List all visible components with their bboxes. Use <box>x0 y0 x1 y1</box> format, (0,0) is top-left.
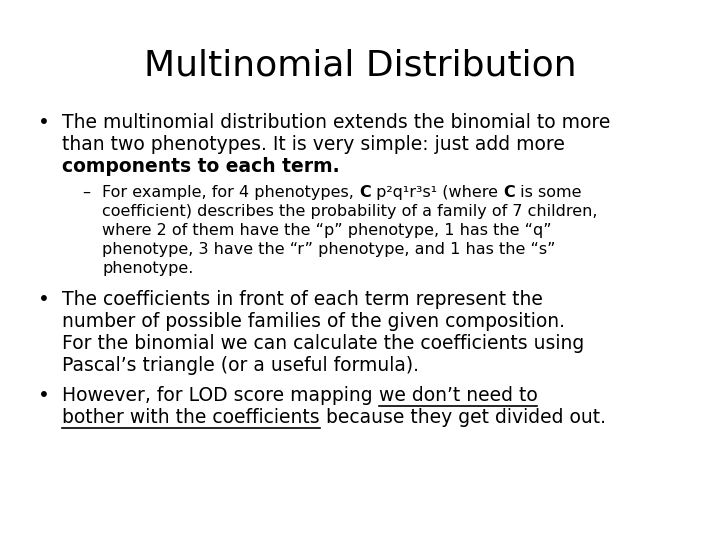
Text: we don’t need to: we don’t need to <box>379 386 537 405</box>
Text: bother with the coefficients: bother with the coefficients <box>62 408 320 427</box>
Text: p²q¹r³s¹ (where: p²q¹r³s¹ (where <box>371 185 503 200</box>
Text: •: • <box>38 386 50 405</box>
Text: •: • <box>38 113 50 132</box>
Text: C: C <box>503 185 515 200</box>
Text: For the binomial we can calculate the coefficients using: For the binomial we can calculate the co… <box>62 334 584 353</box>
Text: For example, for 4 phenotypes,: For example, for 4 phenotypes, <box>102 185 359 200</box>
Text: The multinomial distribution extends the binomial to more: The multinomial distribution extends the… <box>62 113 611 132</box>
Text: •: • <box>38 290 50 309</box>
Text: C: C <box>359 185 371 200</box>
Text: is some: is some <box>515 185 581 200</box>
Text: phenotype, 3 have the “r” phenotype, and 1 has the “s”: phenotype, 3 have the “r” phenotype, and… <box>102 242 556 257</box>
Text: components to each term.: components to each term. <box>62 157 340 176</box>
Text: Pascal’s triangle (or a useful formula).: Pascal’s triangle (or a useful formula). <box>62 356 419 375</box>
Text: phenotype.: phenotype. <box>102 261 194 276</box>
Text: where 2 of them have the “p” phenotype, 1 has the “q”: where 2 of them have the “p” phenotype, … <box>102 223 552 238</box>
Text: number of possible families of the given composition.: number of possible families of the given… <box>62 312 565 331</box>
Text: However, for LOD score mapping: However, for LOD score mapping <box>62 386 379 405</box>
Text: because they get divided out.: because they get divided out. <box>320 408 606 427</box>
Text: –: – <box>82 185 90 200</box>
Text: than two phenotypes. It is very simple: just add more: than two phenotypes. It is very simple: … <box>62 135 565 154</box>
Text: Multinomial Distribution: Multinomial Distribution <box>144 48 576 82</box>
Text: The coefficients in front of each term represent the: The coefficients in front of each term r… <box>62 290 543 309</box>
Text: coefficient) describes the probability of a family of 7 children,: coefficient) describes the probability o… <box>102 204 598 219</box>
